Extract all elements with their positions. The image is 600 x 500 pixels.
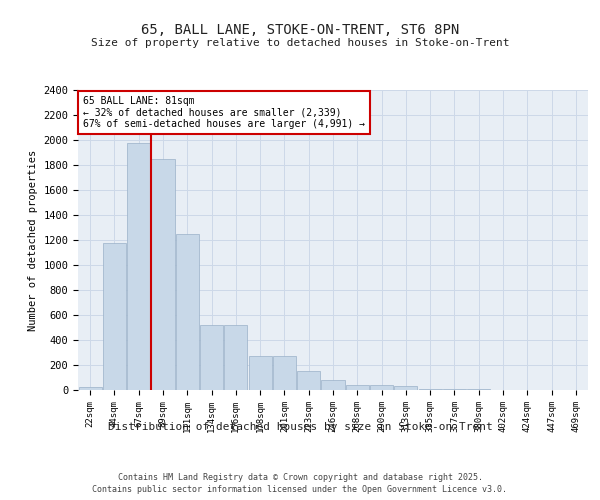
Bar <box>151 159 175 390</box>
Bar <box>103 243 126 390</box>
Bar <box>346 385 369 390</box>
Text: Distribution of detached houses by size in Stoke-on-Trent: Distribution of detached houses by size … <box>107 422 493 432</box>
Text: 65, BALL LANE, STOKE-ON-TRENT, ST6 8PN: 65, BALL LANE, STOKE-ON-TRENT, ST6 8PN <box>141 22 459 36</box>
Bar <box>419 389 442 390</box>
Bar <box>200 325 223 390</box>
Bar <box>127 143 150 390</box>
Bar <box>322 380 344 390</box>
Bar <box>248 356 272 390</box>
Bar <box>224 325 247 390</box>
Text: 65 BALL LANE: 81sqm
← 32% of detached houses are smaller (2,339)
67% of semi-det: 65 BALL LANE: 81sqm ← 32% of detached ho… <box>83 96 365 129</box>
Bar <box>297 370 320 390</box>
Bar <box>79 387 101 390</box>
Bar <box>370 385 393 390</box>
Text: Contains HM Land Registry data © Crown copyright and database right 2025.: Contains HM Land Registry data © Crown c… <box>118 472 482 482</box>
Bar <box>394 386 418 390</box>
Text: Contains public sector information licensed under the Open Government Licence v3: Contains public sector information licen… <box>92 485 508 494</box>
Text: Size of property relative to detached houses in Stoke-on-Trent: Size of property relative to detached ho… <box>91 38 509 48</box>
Bar <box>273 356 296 390</box>
Y-axis label: Number of detached properties: Number of detached properties <box>28 150 38 330</box>
Bar <box>176 234 199 390</box>
